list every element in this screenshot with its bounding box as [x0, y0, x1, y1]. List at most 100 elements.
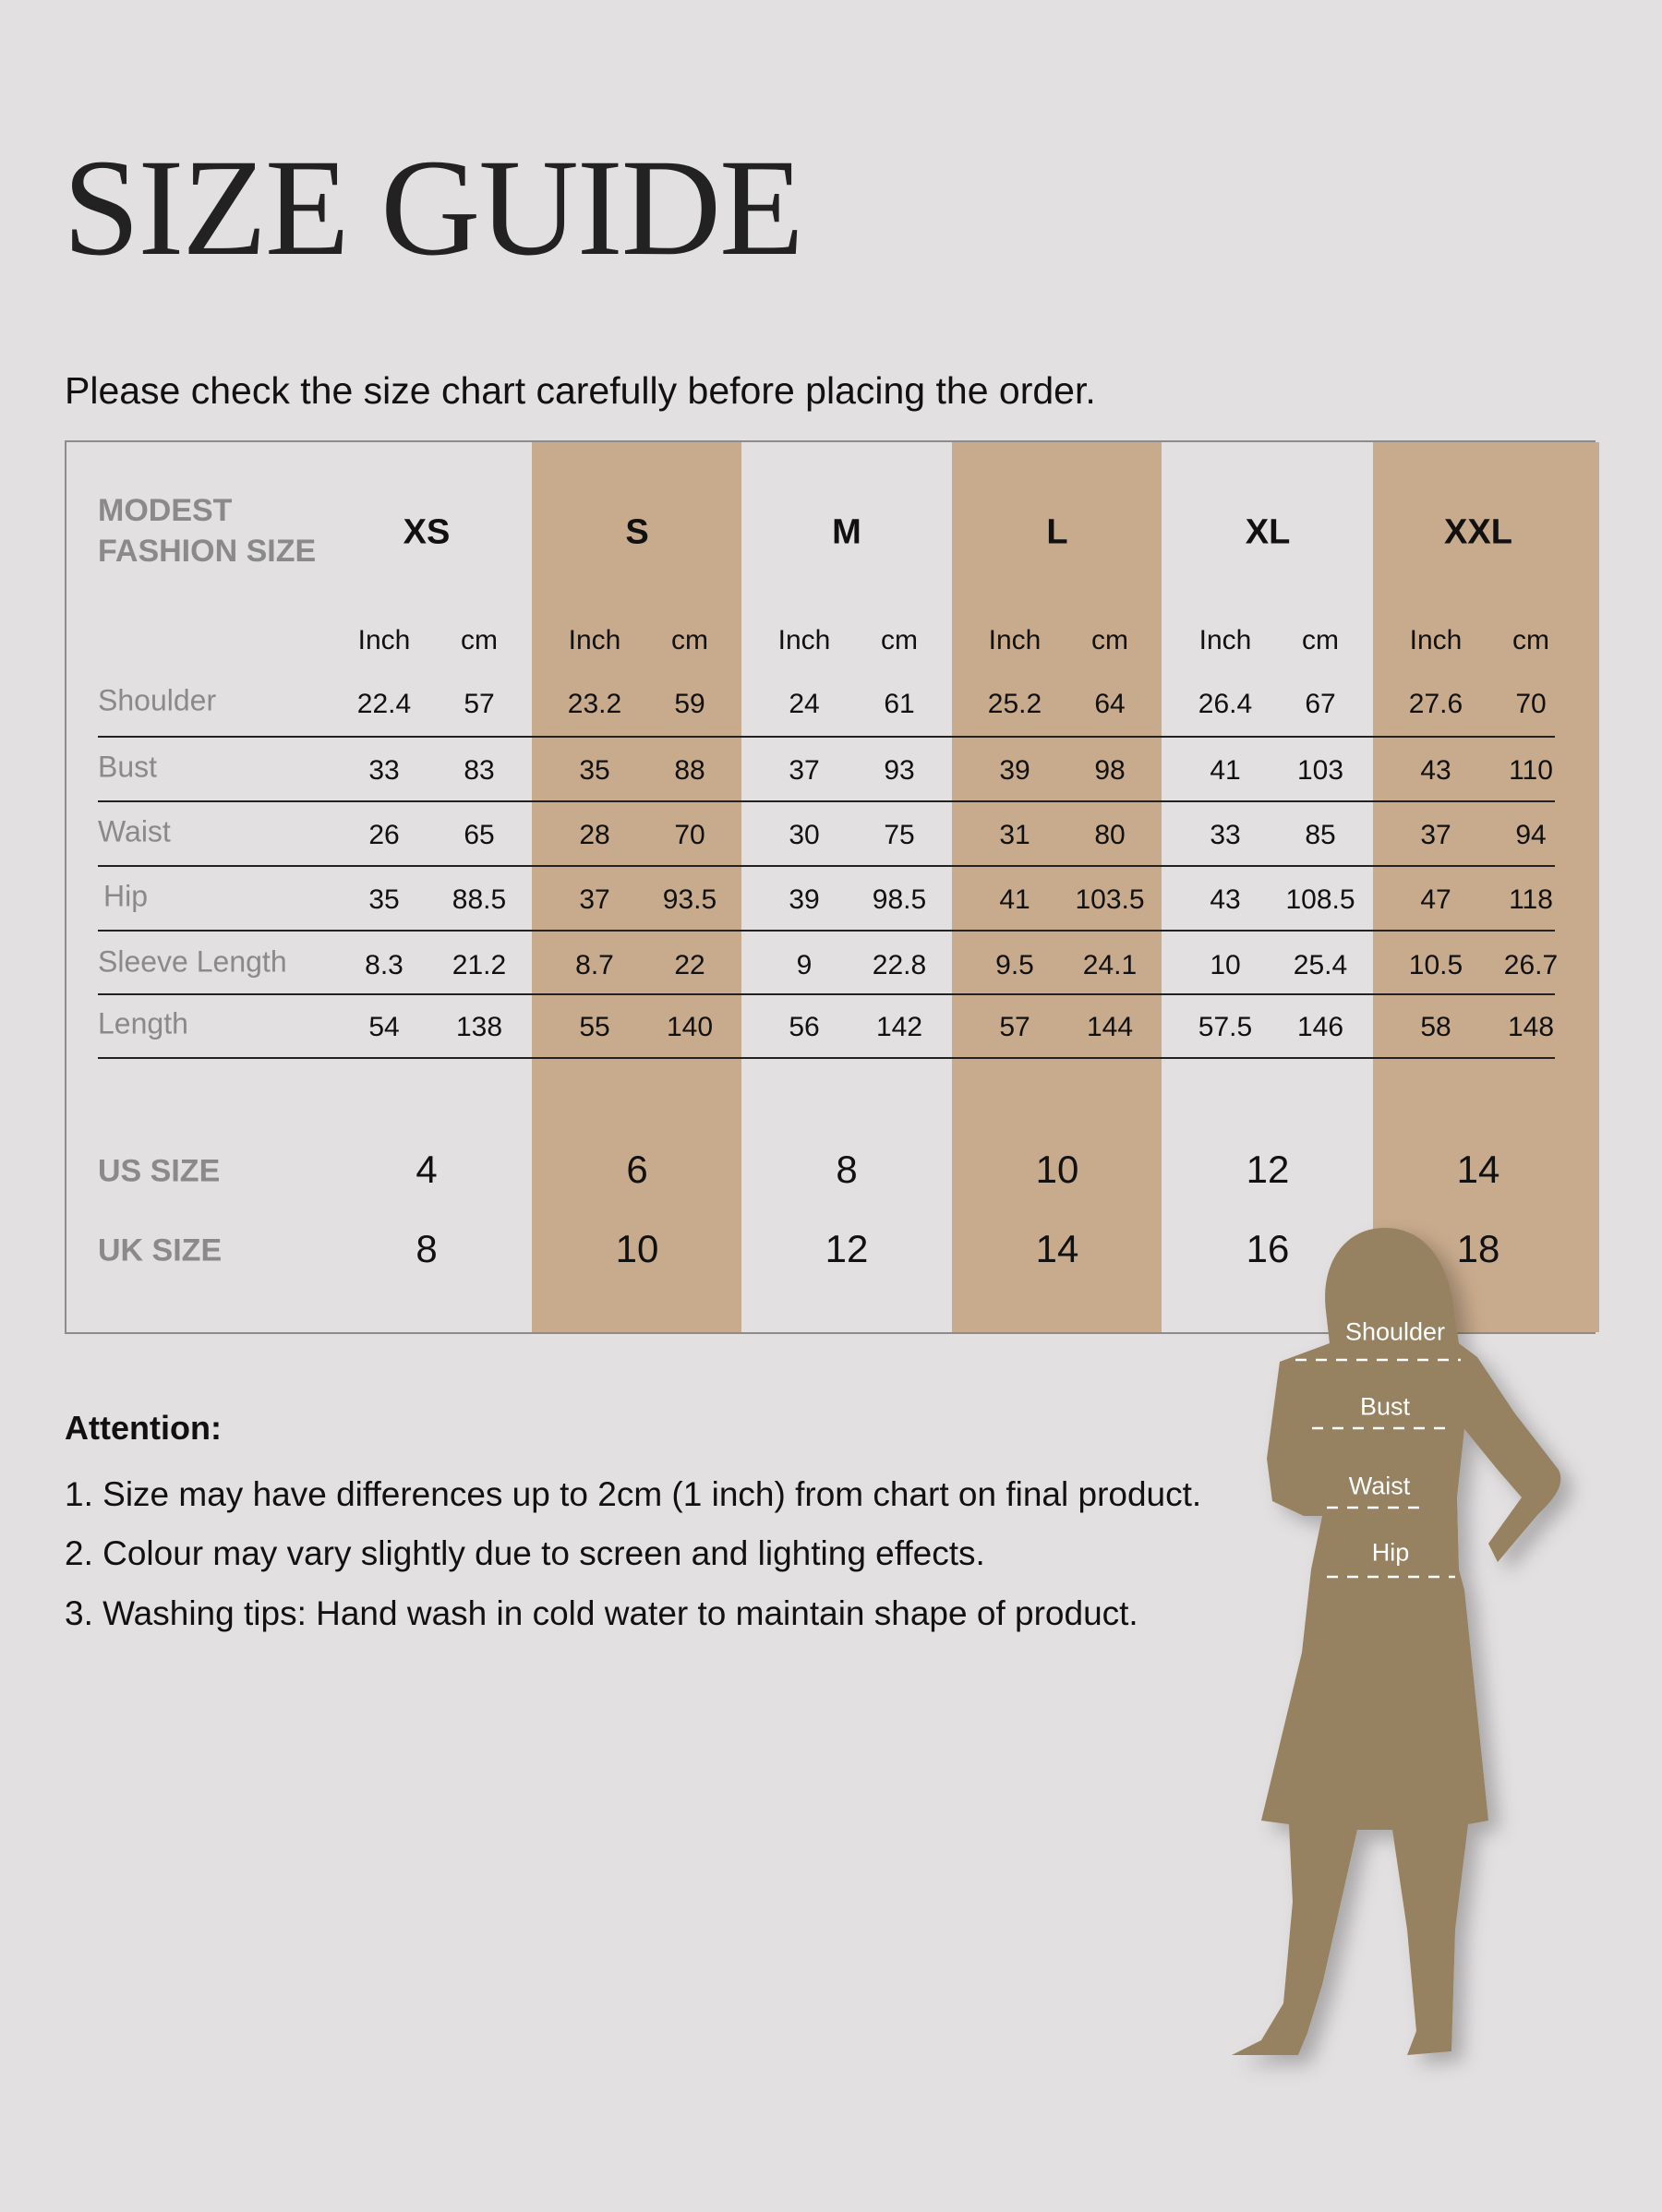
- shoulder-l-inch: 25.2: [987, 689, 1042, 719]
- corner-label-line1: MODEST: [98, 493, 233, 528]
- waist-xxl-cm: 94: [1515, 820, 1547, 850]
- bust-xs-inch: 33: [368, 755, 400, 786]
- row-divider: [98, 1057, 1555, 1059]
- length-xxl-cm: 148: [1507, 1012, 1555, 1042]
- bust-xl-inch: 41: [1210, 755, 1241, 786]
- size-header-m: M: [832, 512, 861, 552]
- length-m-cm: 142: [875, 1012, 923, 1042]
- shoulder-xs-cm: 57: [464, 689, 495, 719]
- figure-label-waist: Waist: [1348, 1472, 1411, 1500]
- length-s-inch: 55: [579, 1012, 610, 1042]
- attention-item: 1. Size may have differences up to 2cm (…: [65, 1475, 1202, 1513]
- uk-size-xs: 8: [416, 1227, 438, 1270]
- row-divider: [98, 736, 1555, 738]
- bust-s-inch: 35: [579, 755, 610, 786]
- unit-label-cm: cm: [881, 625, 918, 655]
- hip-xxl-cm: 118: [1509, 884, 1553, 915]
- attention-item: 2. Colour may vary slightly due to scree…: [65, 1534, 985, 1572]
- size-column-stripe-xxl: [1373, 442, 1599, 1332]
- length-xs-inch: 54: [368, 1012, 400, 1042]
- sleeve-length-xs-inch: 8.3: [365, 950, 403, 980]
- sleeve-length-s-inch: 8.7: [575, 950, 614, 980]
- unit-label-inch: Inch: [568, 625, 621, 655]
- us-size-xs: 4: [416, 1148, 438, 1191]
- waist-m-inch: 30: [789, 820, 820, 850]
- shoulder-m-inch: 24: [789, 689, 820, 719]
- sleeve-length-xxl-inch: 10.5: [1408, 950, 1463, 980]
- uk-size-label: UK SIZE: [98, 1232, 223, 1268]
- uk-size-m: 12: [825, 1227, 869, 1270]
- sleeve-length-l-cm: 24.1: [1082, 950, 1138, 980]
- size-header-l: L: [1046, 512, 1068, 552]
- hip-xxl-inch: 47: [1420, 884, 1451, 915]
- bust-xl-cm: 103: [1296, 755, 1344, 786]
- hip-l-inch: 41: [999, 884, 1030, 915]
- waist-m-cm: 75: [884, 820, 915, 850]
- unit-label-cm: cm: [461, 625, 498, 655]
- unit-label-cm: cm: [1091, 625, 1128, 655]
- shoulder-m-cm: 61: [884, 689, 915, 719]
- sleeve-length-xl-cm: 25.4: [1293, 950, 1348, 980]
- waist-xs-inch: 26: [368, 820, 400, 850]
- length-xl-inch: 57.5: [1198, 1012, 1253, 1042]
- unit-label-inch: Inch: [1198, 625, 1252, 655]
- figure-label-shoulder: Shoulder: [1344, 1317, 1446, 1346]
- shoulder-s-inch: 23.2: [567, 689, 622, 719]
- sleeve-length-xs-cm: 21.2: [452, 950, 507, 980]
- sleeve-length-m-cm: 22.8: [872, 950, 927, 980]
- us-size-s: 6: [626, 1148, 648, 1191]
- length-xl-cm: 146: [1296, 1012, 1344, 1042]
- us-size-l: 10: [1035, 1148, 1079, 1191]
- waist-s-inch: 28: [579, 820, 610, 850]
- attention-item: 3. Washing tips: Hand wash in cold water…: [65, 1594, 1138, 1632]
- unit-label-cm: cm: [1302, 625, 1339, 655]
- waist-s-cm: 70: [674, 820, 705, 850]
- row-label-sleeve-length: Sleeve Length: [98, 944, 287, 979]
- row-divider: [98, 865, 1555, 867]
- row-label-waist: Waist: [98, 814, 171, 848]
- bust-m-cm: 93: [884, 755, 915, 786]
- bust-l-cm: 98: [1094, 755, 1126, 786]
- waist-l-cm: 80: [1094, 820, 1126, 850]
- attention-heading: Attention:: [65, 1409, 222, 1447]
- unit-label-inch: Inch: [1409, 625, 1463, 655]
- unit-label-inch: Inch: [777, 625, 831, 655]
- sleeve-length-m-inch: 9: [796, 950, 813, 980]
- bust-xxl-inch: 43: [1420, 755, 1451, 786]
- uk-size-l: 14: [1035, 1227, 1079, 1270]
- uk-size-xxl: 18: [1456, 1227, 1500, 1270]
- row-label-shoulder: Shoulder: [98, 683, 217, 717]
- corner-label-line2: FASHION SIZE: [98, 534, 317, 569]
- waist-xl-inch: 33: [1210, 820, 1241, 850]
- shoulder-xl-inch: 26.4: [1198, 689, 1253, 719]
- sleeve-length-l-inch: 9.5: [995, 950, 1034, 980]
- bust-s-cm: 88: [674, 755, 705, 786]
- hip-l-cm: 103.5: [1075, 884, 1145, 915]
- figure-label-hip: Hip: [1371, 1538, 1410, 1567]
- waist-xs-cm: 65: [464, 820, 495, 850]
- hip-xs-inch: 35: [368, 884, 400, 915]
- silhouette-shape: [1232, 1228, 1561, 2055]
- uk-size-s: 10: [615, 1227, 659, 1270]
- hip-m-cm: 98.5: [872, 884, 927, 915]
- corner-label: MODEST FASHION SIZE: [98, 490, 316, 571]
- sleeve-length-xxl-cm: 26.7: [1503, 950, 1559, 980]
- hip-xs-cm: 88.5: [452, 884, 507, 915]
- length-l-inch: 57: [999, 1012, 1030, 1042]
- shoulder-l-cm: 64: [1094, 689, 1126, 719]
- page-title: SIZE GUIDE: [63, 131, 804, 284]
- row-divider: [98, 930, 1555, 932]
- figure-label-bust: Bust: [1359, 1392, 1411, 1421]
- us-size-label: US SIZE: [98, 1153, 221, 1189]
- row-label-length: Length: [98, 1006, 188, 1040]
- hip-xl-inch: 43: [1210, 884, 1241, 915]
- us-size-m: 8: [836, 1148, 858, 1191]
- shoulder-xs-inch: 22.4: [356, 689, 412, 719]
- size-header-xl: XL: [1245, 512, 1291, 552]
- length-xxl-inch: 58: [1420, 1012, 1451, 1042]
- hip-xl-cm: 108.5: [1285, 884, 1355, 915]
- us-size-xxl: 14: [1456, 1148, 1500, 1191]
- waist-xxl-inch: 37: [1420, 820, 1451, 850]
- size-header-xxl: XXL: [1444, 512, 1512, 552]
- unit-label-inch: Inch: [988, 625, 1042, 655]
